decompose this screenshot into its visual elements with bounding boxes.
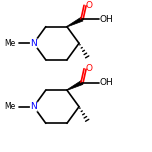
Text: OH: OH (99, 15, 113, 24)
Text: Me: Me (4, 102, 16, 111)
Text: OH: OH (99, 78, 113, 87)
Polygon shape (67, 81, 83, 90)
Text: Me: Me (4, 39, 16, 48)
Text: O: O (86, 64, 93, 73)
Text: O: O (86, 1, 93, 10)
Polygon shape (67, 17, 83, 27)
Text: N: N (30, 39, 37, 48)
Text: N: N (30, 102, 37, 111)
